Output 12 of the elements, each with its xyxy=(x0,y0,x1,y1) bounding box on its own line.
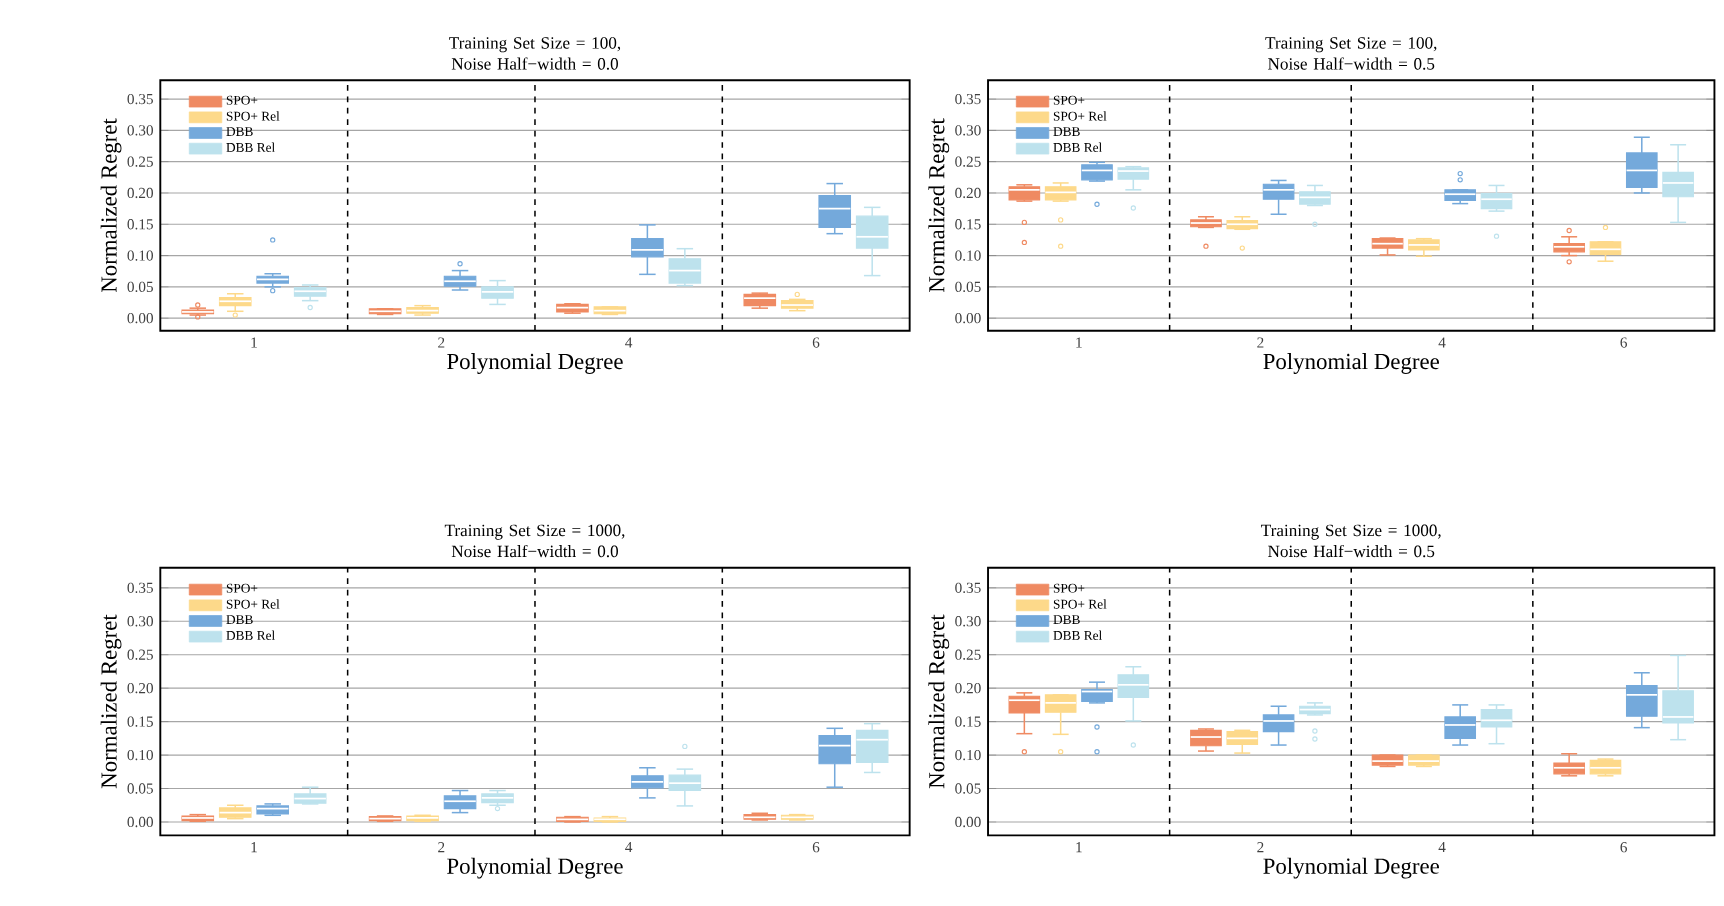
chart-title: Training Set Size = 100, Noise Half−width = 0.5 xyxy=(1265,37,1437,70)
y-axis-title: Normalized Regret xyxy=(928,118,950,293)
chart-title: Training Set Size = 1000, Noise Half−width = 0.5 xyxy=(1261,524,1441,558)
y-axis-title: Normalized Regret xyxy=(100,118,122,293)
y-axis-title: Normalized Regret xyxy=(928,614,950,789)
x-axis-title: Polynomial Degree xyxy=(1263,857,1439,879)
y-axis-title: Normalized Regret xyxy=(100,614,122,789)
x-axis-title: Polynomial Degree xyxy=(447,857,623,879)
chart-title: Training Set Size = 1000, Noise Half−width = 0.0 xyxy=(444,524,625,558)
x-axis-title: Polynomial Degree xyxy=(1263,353,1439,374)
chart-title: Training Set Size = 100, Noise Half−width = 0.0 xyxy=(449,37,621,70)
x-axis-title: Polynomial Degree xyxy=(447,353,623,374)
